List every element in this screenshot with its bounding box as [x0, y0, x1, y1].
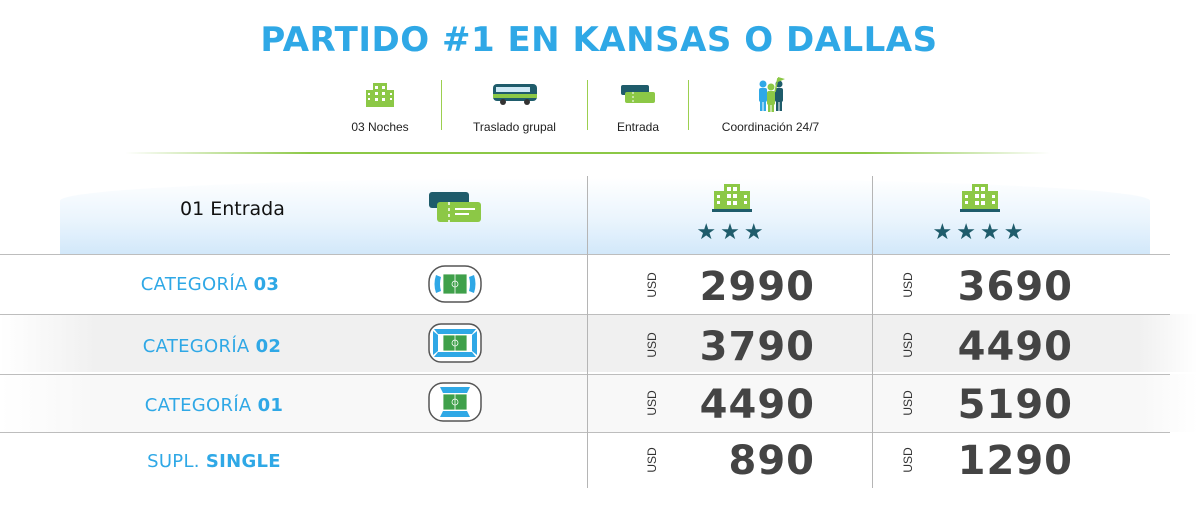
hotel-icon [712, 184, 752, 212]
divider [872, 176, 873, 488]
category-label: CATEGORÍA 01 [144, 395, 284, 416]
currency-label: USD [645, 447, 659, 473]
feature-coordination: Coordinación 24/7 [708, 76, 833, 134]
table-row-shade [0, 374, 1198, 432]
divider [125, 152, 1050, 154]
ticket-icon [608, 76, 668, 112]
bus-icon [462, 76, 567, 112]
category-label: CATEGORÍA 03 [140, 274, 280, 295]
price-3-star: 3790 [699, 324, 815, 370]
stars-4: ★★★★ [932, 219, 1028, 244]
table-row-shade [0, 314, 1198, 372]
stars-3: ★★★ [696, 219, 768, 244]
divider [587, 80, 588, 130]
feature-label: 03 Noches [351, 120, 409, 134]
feature-label: Coordinación 24/7 [721, 120, 820, 134]
feature-label: Traslado grupal [473, 120, 556, 134]
currency-label: USD [645, 390, 659, 416]
currency-label: USD [901, 447, 915, 473]
currency-label: USD [901, 390, 915, 416]
ticket-icon [427, 190, 483, 231]
currency-label: USD [645, 272, 659, 298]
feature-label: Entrada [616, 120, 660, 134]
price-4-star: 1290 [957, 438, 1073, 484]
price-4-star: 5190 [957, 382, 1073, 428]
feature-transfer: Traslado grupal [462, 76, 567, 134]
page-title: PARTIDO #1 EN KANSAS O DALLAS [260, 20, 938, 60]
feature-nights: 03 Noches [340, 76, 420, 134]
divider [0, 432, 1170, 433]
price-4-star: 4490 [957, 324, 1073, 370]
feature-ticket: Entrada [608, 76, 668, 134]
stadium-category-1-icon [428, 382, 482, 427]
price-3-star: 890 [728, 438, 815, 484]
category-label: SUPL. SINGLE [147, 451, 281, 472]
header-background [60, 178, 1150, 254]
hotel-4-star-header: ★★★★ [900, 182, 1060, 245]
price-4-star: 3690 [957, 264, 1073, 310]
stadium-category-3-icon [428, 265, 482, 308]
stadium-category-2-icon [428, 323, 482, 368]
hotel-icon [960, 184, 1000, 212]
hotel-icon [340, 76, 420, 112]
group-icon [708, 76, 833, 112]
currency-label: USD [645, 332, 659, 358]
divider [0, 254, 1170, 255]
category-label: CATEGORÍA 02 [142, 336, 282, 357]
entrada-label: 01 Entrada [180, 198, 285, 220]
currency-label: USD [901, 272, 915, 298]
price-3-star: 4490 [699, 382, 815, 428]
hotel-3-star-header: ★★★ [652, 182, 812, 245]
divider [0, 314, 1170, 315]
currency-label: USD [901, 332, 915, 358]
divider [587, 176, 588, 488]
divider [441, 80, 442, 130]
price-3-star: 2990 [699, 264, 815, 310]
divider [688, 80, 689, 130]
divider [0, 374, 1170, 375]
